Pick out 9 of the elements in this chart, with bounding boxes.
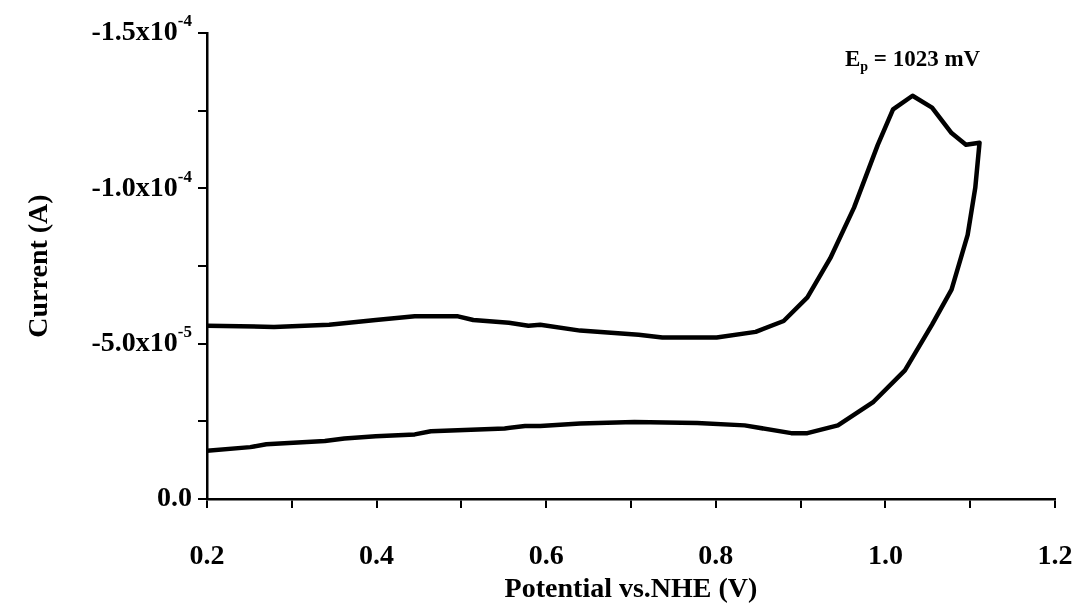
x-tick-label: 1.0 [867, 539, 903, 571]
y-axis-title: Current (A) [22, 194, 54, 338]
y-tick-label: 0.0 [157, 481, 192, 513]
x-tick-label: 0.6 [528, 539, 564, 571]
x-axis-title: Potential vs.NHE (V) [504, 572, 758, 604]
x-tick-label: 0.4 [359, 539, 395, 571]
x-tick-label: 0.8 [698, 539, 734, 571]
x-tick-label: 0.2 [189, 539, 225, 571]
x-tick-label: 1.2 [1037, 539, 1073, 571]
